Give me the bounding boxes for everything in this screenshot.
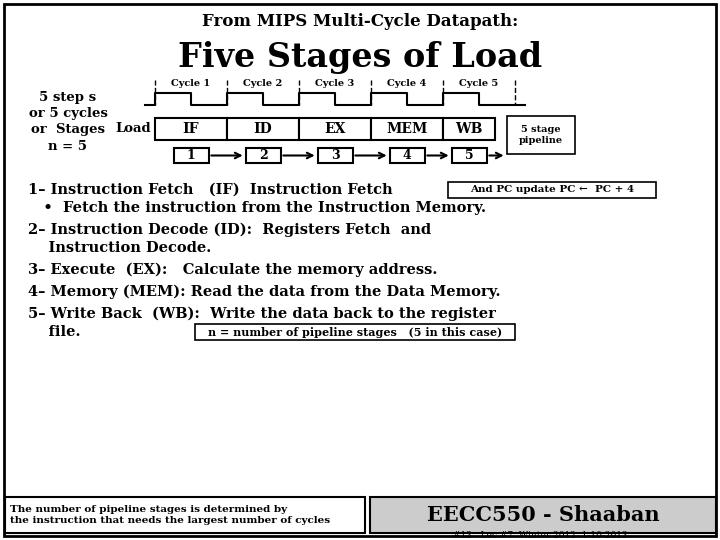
Text: 5 stage
pipeline: 5 stage pipeline [519, 125, 563, 145]
Text: Cycle 4: Cycle 4 [387, 79, 427, 89]
FancyBboxPatch shape [5, 497, 365, 533]
Text: WB: WB [455, 122, 482, 136]
Text: #13   Lec #7  Winter 2012  1-10-2013: #13 Lec #7 Winter 2012 1-10-2013 [453, 531, 627, 540]
FancyBboxPatch shape [318, 148, 353, 163]
Text: 1– Instruction Fetch   (IF)  Instruction Fetch: 1– Instruction Fetch (IF) Instruction Fe… [28, 183, 392, 197]
FancyBboxPatch shape [174, 148, 209, 163]
Text: ID: ID [253, 122, 272, 136]
Text: EX: EX [324, 122, 346, 136]
Text: EECC550 - Shaaban: EECC550 - Shaaban [427, 505, 660, 525]
FancyBboxPatch shape [227, 118, 299, 140]
Text: file.: file. [28, 325, 81, 339]
FancyBboxPatch shape [507, 116, 575, 154]
Text: Cycle 3: Cycle 3 [315, 79, 355, 89]
FancyBboxPatch shape [246, 148, 281, 163]
FancyBboxPatch shape [443, 118, 495, 140]
Text: Load: Load [115, 123, 151, 136]
Text: or  Stages: or Stages [31, 124, 105, 137]
Text: 2– Instruction Decode (ID):  Registers Fetch  and: 2– Instruction Decode (ID): Registers Fe… [28, 223, 431, 238]
Text: The number of pipeline stages is determined by
the instruction that needs the la: The number of pipeline stages is determi… [10, 505, 330, 525]
FancyBboxPatch shape [451, 148, 487, 163]
Text: 4: 4 [402, 149, 411, 162]
FancyBboxPatch shape [4, 4, 716, 536]
Text: Five Stages of Load: Five Stages of Load [178, 42, 542, 75]
Text: 5– Write Back  (WB):  Write the data back to the register: 5– Write Back (WB): Write the data back … [28, 307, 496, 321]
FancyBboxPatch shape [370, 497, 716, 533]
FancyBboxPatch shape [155, 118, 227, 140]
FancyBboxPatch shape [448, 182, 656, 198]
Text: n = number of pipeline stages   (5 in this case): n = number of pipeline stages (5 in this… [208, 327, 502, 338]
Text: IF: IF [183, 122, 199, 136]
Text: or 5 cycles: or 5 cycles [29, 107, 107, 120]
Text: 1: 1 [186, 149, 195, 162]
Text: MEM: MEM [387, 122, 428, 136]
Text: Cycle 2: Cycle 2 [243, 79, 283, 89]
FancyBboxPatch shape [195, 324, 515, 340]
Text: 5 step s: 5 step s [40, 91, 96, 105]
Text: 3– Execute  (EX):   Calculate the memory address.: 3– Execute (EX): Calculate the memory ad… [28, 263, 437, 278]
Text: •  Fetch the instruction from the Instruction Memory.: • Fetch the instruction from the Instruc… [28, 201, 486, 215]
Text: 4– Memory (MEM): Read the data from the Data Memory.: 4– Memory (MEM): Read the data from the … [28, 285, 500, 299]
Text: 2: 2 [258, 149, 267, 162]
FancyBboxPatch shape [371, 118, 443, 140]
Text: 3: 3 [330, 149, 339, 162]
Text: Cycle 5: Cycle 5 [459, 79, 499, 89]
Text: Instruction Decode.: Instruction Decode. [28, 241, 211, 255]
Text: From MIPS Multi-Cycle Datapath:: From MIPS Multi-Cycle Datapath: [202, 14, 518, 30]
FancyBboxPatch shape [299, 118, 371, 140]
FancyBboxPatch shape [390, 148, 425, 163]
Text: And PC update PC ←  PC + 4: And PC update PC ← PC + 4 [470, 186, 634, 194]
Text: n = 5: n = 5 [48, 139, 88, 152]
Text: 5: 5 [464, 149, 473, 162]
Text: Cycle 1: Cycle 1 [171, 79, 210, 89]
